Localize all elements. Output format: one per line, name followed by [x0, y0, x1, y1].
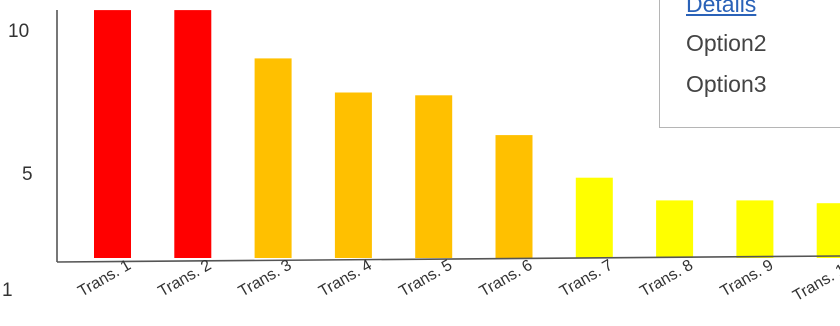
bar-1: [94, 10, 131, 258]
x-tick-label: Trans. 1: [75, 257, 134, 301]
x-tick-label: Trans. 9: [718, 257, 777, 301]
bar-9: [736, 200, 774, 258]
x-tick-label: Trans. 2: [155, 257, 214, 301]
bar-7: [575, 177, 613, 258]
menu-item-details[interactable]: Details: [686, 0, 757, 17]
y-axis-ticks: 10 5 1: [2, 21, 33, 301]
x-axis-labels: Trans. 1 Trans. 2 Trans. 3 Trans. 4 Trans. 5…: [75, 257, 840, 305]
y-tick-label: 5: [22, 164, 33, 185]
bar-2: [174, 10, 212, 258]
bar-10: [816, 203, 840, 258]
y-tick-label: 10: [8, 21, 29, 42]
x-tick-label: Trans. 8: [637, 257, 696, 301]
bar-3: [254, 58, 292, 259]
x-tick-label: Trans. 6: [477, 257, 536, 301]
x-tick-label: Trans. 3: [236, 257, 295, 301]
menu-item-option2[interactable]: Option2: [686, 30, 767, 56]
bar-4: [334, 92, 372, 258]
bar-6: [495, 135, 533, 258]
bar-5: [415, 95, 453, 258]
x-axis: [56, 255, 840, 263]
x-tick-label: Trans. 10: [790, 257, 840, 305]
y-tick-label: 1: [2, 280, 13, 301]
context-menu: Details Option2 Option3: [659, 0, 840, 128]
x-tick-label: Trans. 4: [316, 257, 375, 301]
x-tick-label: Trans. 5: [396, 257, 455, 301]
x-tick-label: Trans. 7: [557, 257, 616, 301]
bar-8: [656, 200, 694, 258]
bars: [94, 10, 840, 259]
menu-item-option3[interactable]: Option3: [686, 71, 767, 97]
